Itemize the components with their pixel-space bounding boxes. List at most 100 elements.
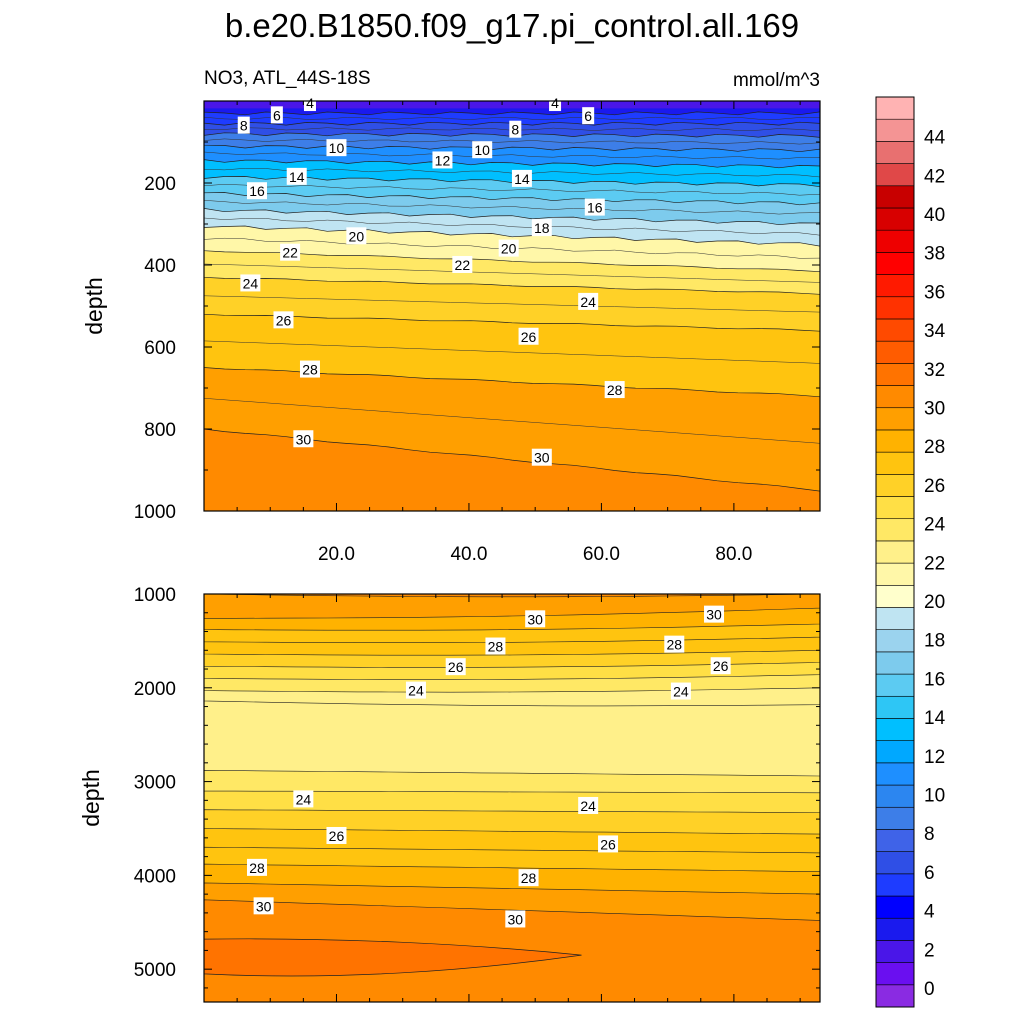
svg-text:14: 14 [514,171,530,187]
upper-ytick-label: 600 [144,338,176,359]
colorbar-swatch [875,429,915,453]
lower-contour-label: 26 [598,835,619,853]
lower-ytick-label: 2000 [134,679,176,700]
upper-band-surface [204,101,820,109]
svg-text:22: 22 [282,245,298,261]
colorbar-swatch [875,252,915,275]
lower-contour-label: 28 [518,869,539,887]
upper-contour-line [204,217,820,236]
upper-contour-label: 4 [303,94,316,112]
lower-ytick-label: 4000 [134,866,176,887]
colorbar-label: 8 [924,824,935,845]
upper-contour-label: 4 [549,94,562,112]
upper-contour-label: 24 [578,292,599,310]
upper-axis-ticks: 200 400 600 800 1000 20.0 40.0 60.0 80.0 [134,101,820,565]
upper-contour-line [204,295,820,313]
upper-contour-label: 24 [240,274,261,292]
svg-text:28: 28 [488,639,504,655]
svg-text:26: 26 [448,659,464,675]
svg-text:28: 28 [302,362,318,378]
svg-text:16: 16 [249,183,265,199]
colorbar-swatch [875,829,915,852]
upper-contour-label: 28 [299,360,320,378]
lower-contour-label: 30 [704,605,725,623]
colorbar-label: 18 [924,631,945,652]
svg-text:28: 28 [607,382,623,398]
colorbar-swatch [875,673,915,697]
colorbar-swatch [875,385,915,409]
svg-text:10: 10 [329,140,345,156]
upper-contour-label: 20 [346,227,367,245]
colorbar-swatch [875,474,915,497]
upper-contour-label: 22 [280,243,301,261]
upper-xtick-label: 40.0 [450,544,487,565]
colorbar-swatch [875,651,915,675]
svg-text:10: 10 [474,142,490,158]
svg-text:28: 28 [249,860,265,876]
svg-text:20: 20 [501,241,517,257]
colorbar-swatch [875,318,915,342]
svg-text:24: 24 [296,791,312,807]
colorbar-swatch [875,873,915,897]
colorbar-swatch [875,940,915,963]
svg-text:22: 22 [455,257,471,273]
colorbar-label: 40 [924,205,945,226]
colorbar-label: 16 [924,669,945,690]
upper-contour-label: 26 [273,311,294,329]
colorbar-swatch [875,518,915,542]
upper-xtick-label: 20.0 [318,544,355,565]
upper-contour-line [204,116,820,120]
colorbar-frame [875,96,915,1008]
svg-text:28: 28 [521,870,537,886]
colorbar-swatch [875,296,915,320]
lower-ytick-label: 1000 [134,585,176,606]
colorbar-swatch [875,584,915,608]
upper-contour-line [204,151,820,160]
colorbar-label: 2 [924,940,935,961]
colorbar-swatch [875,984,915,1008]
svg-text:30: 30 [296,431,312,447]
lower-ytick-label: 5000 [134,960,176,981]
upper-contour-fill [204,101,820,511]
svg-text:26: 26 [521,329,537,345]
colorbar-label: 6 [924,863,935,884]
colorbar-swatch [875,962,915,986]
colorbar-swatch [875,762,915,786]
upper-contour-label: 18 [531,219,552,237]
lower-contour-label: 30 [525,610,546,628]
lower-contour-label: 26 [326,826,347,844]
lower-ylabel: depth [78,769,104,827]
upper-xtick-label: 80.0 [715,544,752,565]
colorbar-label: 0 [924,979,935,1000]
colorbar-label: 20 [924,592,945,613]
svg-text:24: 24 [408,683,424,699]
svg-text:20: 20 [349,228,365,244]
colorbar-label: 10 [924,786,945,807]
svg-text:24: 24 [580,294,596,310]
chart-title: b.e20.B1850.f09_g17.pi_control.all.169 [225,7,799,44]
svg-text:30: 30 [534,450,550,466]
upper-contour-label: 14 [511,169,532,187]
colorbar-swatch [875,340,915,364]
svg-text:24: 24 [580,798,596,814]
lower-ytick-label: 3000 [134,773,176,794]
colorbar-label: 38 [924,244,945,265]
colorbar-swatch [875,141,915,164]
colorbar-swatch [875,806,915,830]
colorbar-swatch [875,851,915,875]
upper-contour-label: 30 [293,430,314,448]
upper-contour-line [204,340,820,364]
lower-contour-label: 26 [710,657,731,675]
svg-text:18: 18 [534,220,550,236]
upper-contour-labels: 4 4 6 6 8 8 10 10 12 14 14 16 16 18 20 20 22 22 24 24 26 26 28… [237,94,625,466]
svg-text:30: 30 [527,611,543,627]
upper-contour-label: 12 [432,151,453,169]
lower-contour-label: 28 [485,637,506,655]
colorbar-label: 36 [924,282,945,303]
colorbar-swatch [875,407,915,431]
colorbar-label: 28 [924,437,945,458]
upper-contour-label: 14 [286,167,307,185]
svg-text:26: 26 [600,836,616,852]
upper-ytick-label: 1000 [134,502,176,523]
upper-contour-line [204,200,820,215]
